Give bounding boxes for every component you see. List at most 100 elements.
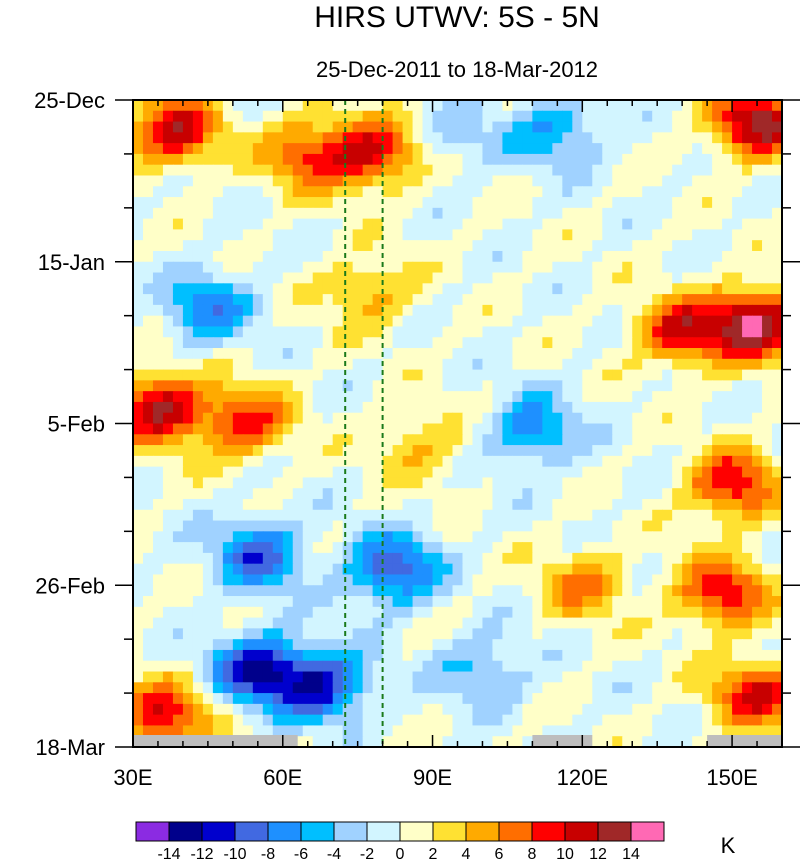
- field-cell: [482, 434, 494, 446]
- field-cell: [662, 682, 673, 694]
- field-cell: [212, 132, 224, 144]
- field-cell: [322, 380, 334, 392]
- field-cell: [712, 272, 723, 284]
- field-cell: [133, 283, 144, 295]
- field-cell: [202, 649, 214, 662]
- field-cell: [242, 552, 254, 565]
- field-cell: [492, 391, 504, 403]
- field-cell: [142, 261, 154, 274]
- field-cell: [392, 358, 404, 371]
- field-cell: [542, 110, 553, 123]
- field-cell: [342, 240, 354, 252]
- field-cell: [772, 520, 782, 532]
- field-cell: [632, 358, 643, 371]
- field-cell: [612, 412, 623, 425]
- field-cell: [322, 423, 334, 435]
- field-cell: [232, 682, 244, 694]
- field-cell: [162, 596, 174, 608]
- field-cell: [422, 110, 434, 123]
- field-cell: [422, 175, 434, 187]
- field-cell: [752, 649, 763, 662]
- field-cell: [342, 649, 354, 662]
- field-cell: [522, 628, 533, 640]
- field-cell: [232, 250, 244, 263]
- field-cell: [652, 304, 663, 317]
- field-cell: [592, 660, 603, 673]
- field-cell: [232, 466, 244, 479]
- field-cell: [133, 100, 144, 112]
- field-cell: [722, 240, 733, 252]
- field-cell: [732, 703, 743, 716]
- field-cell: [612, 488, 623, 500]
- field-cell: [632, 175, 643, 187]
- field-cell: [262, 682, 274, 694]
- field-cell: [662, 197, 673, 209]
- field-cell: [242, 401, 254, 414]
- field-cell: [622, 369, 633, 381]
- field-cell: [212, 542, 224, 554]
- field-cell: [752, 488, 763, 500]
- field-cell: [152, 542, 164, 554]
- field-cell: [212, 110, 224, 123]
- field-cell: [692, 563, 703, 576]
- field-cell: [252, 401, 264, 414]
- field-cell: [192, 477, 204, 489]
- field-cell: [422, 369, 434, 381]
- field-cell: [352, 509, 364, 522]
- field-cell: [612, 725, 623, 737]
- field-cell: [752, 509, 763, 522]
- field-cell: [512, 682, 523, 694]
- field-cell: [682, 110, 693, 123]
- field-cell: [182, 401, 194, 414]
- field-cell: [532, 164, 543, 177]
- field-cell: [722, 229, 733, 241]
- field-cell: [352, 110, 364, 123]
- field-cell: [302, 542, 314, 554]
- field-cell: [432, 552, 444, 565]
- field-cell: [772, 315, 782, 328]
- field-cell: [762, 488, 773, 500]
- field-cell: [162, 294, 174, 306]
- field-cell: [512, 240, 523, 252]
- field-cell: [612, 606, 623, 619]
- field-cell: [232, 186, 244, 198]
- field-cell: [312, 218, 324, 230]
- field-cell: [602, 121, 613, 133]
- field-cell: [582, 671, 593, 683]
- field-cell: [532, 132, 543, 144]
- field-cell: [332, 283, 344, 295]
- field-cell: [772, 542, 782, 554]
- field-cell: [532, 703, 543, 716]
- field-cell: [512, 606, 523, 619]
- field-cell: [262, 261, 274, 274]
- field-cell: [372, 110, 384, 123]
- field-cell: [572, 175, 583, 187]
- field-cell: [542, 639, 553, 651]
- field-cell: [352, 240, 364, 252]
- field-cell: [442, 714, 454, 727]
- field-cell: [452, 649, 464, 662]
- field-cell: [682, 649, 693, 662]
- field-cell: [672, 736, 683, 747]
- field-cell: [702, 639, 713, 651]
- field-cell: [582, 272, 593, 284]
- field-cell: [362, 100, 374, 112]
- field-cell: [412, 736, 424, 747]
- field-cell: [612, 703, 623, 716]
- field-cell: [562, 250, 573, 263]
- field-cell: [692, 304, 703, 317]
- field-cell: [272, 391, 284, 403]
- field-cell: [362, 563, 374, 576]
- field-cell: [372, 175, 384, 187]
- field-cell: [172, 197, 184, 209]
- field-cell: [542, 401, 553, 414]
- field-cell: [312, 488, 324, 500]
- field-cell: [272, 261, 284, 274]
- field-cell: [722, 153, 733, 166]
- field-cell: [422, 498, 434, 511]
- field-cell: [362, 337, 374, 349]
- field-cell: [532, 218, 543, 230]
- field-cell: [692, 455, 703, 468]
- field-cell: [152, 498, 164, 511]
